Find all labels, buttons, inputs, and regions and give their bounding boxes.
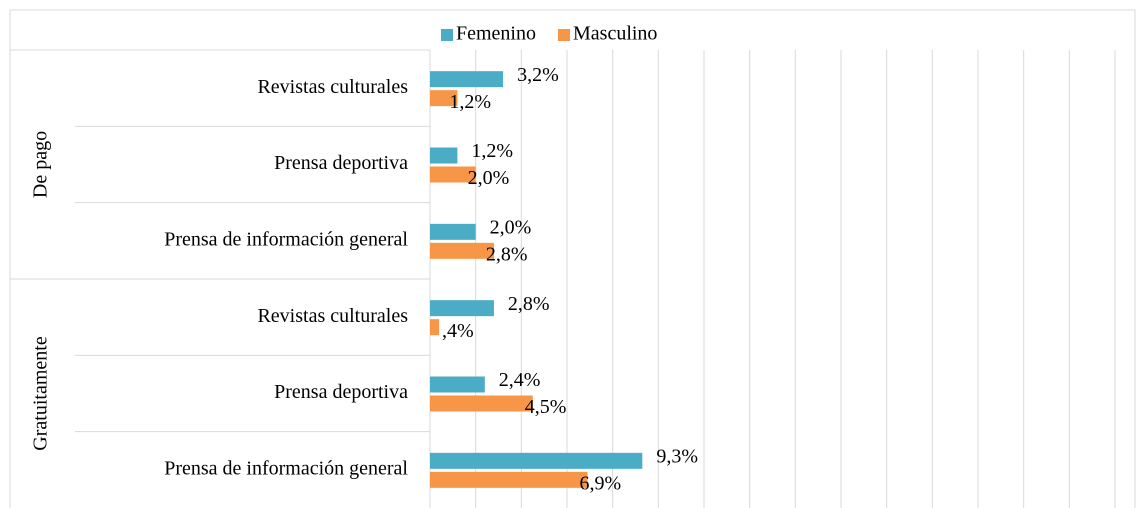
bar <box>430 319 440 336</box>
category-label: Prensa de información general <box>164 457 408 479</box>
data-label: 1,2% <box>449 91 491 113</box>
data-label: 2,4% <box>499 369 541 391</box>
data-label: ,4% <box>442 320 474 342</box>
legend-swatch <box>558 29 570 41</box>
bar <box>430 90 458 107</box>
bar <box>430 166 476 183</box>
data-label: 4,5% <box>525 396 567 418</box>
data-label: 2,0% <box>490 216 532 238</box>
bar <box>430 471 588 488</box>
bar <box>430 147 458 164</box>
legend-swatch <box>441 29 453 41</box>
data-label: 1,2% <box>471 140 513 162</box>
chart-border <box>9 9 1136 508</box>
bar <box>430 395 533 412</box>
data-label: 9,3% <box>656 445 698 467</box>
category-label: Revistas culturales <box>257 76 408 98</box>
legend-label: Femenino <box>456 23 536 45</box>
data-label: 3,2% <box>517 64 559 86</box>
category-label: Prensa deportiva <box>274 152 408 174</box>
bar <box>430 223 476 240</box>
bar <box>430 242 494 259</box>
group-label: Gratuitamente <box>30 336 52 451</box>
data-label: 2,8% <box>486 243 528 265</box>
data-label: 6,9% <box>580 472 622 494</box>
bar <box>430 300 494 317</box>
bar <box>430 376 485 393</box>
legend-label: Masculino <box>573 23 657 45</box>
category-label: Revistas culturales <box>257 305 408 327</box>
data-label: 2,8% <box>508 293 550 315</box>
category-label: Prensa de información general <box>164 228 408 250</box>
group-label: De pago <box>30 131 52 198</box>
data-label: 2,0% <box>468 167 510 189</box>
bar <box>430 452 643 469</box>
bar <box>430 71 504 88</box>
category-label: Prensa deportiva <box>274 381 408 403</box>
